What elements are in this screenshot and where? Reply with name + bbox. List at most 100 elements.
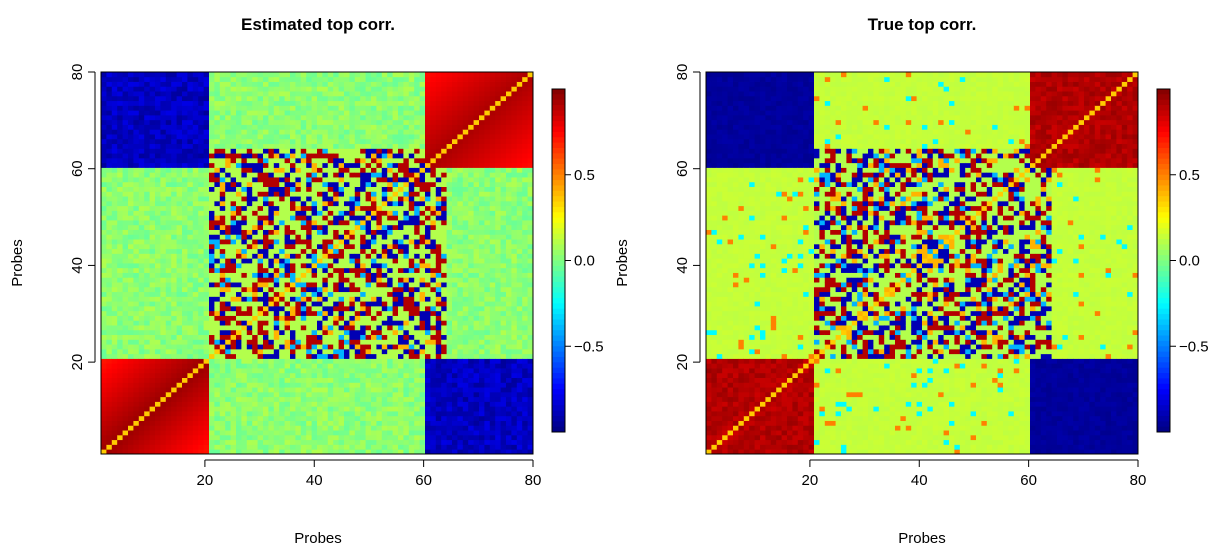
heatmap-cell xyxy=(290,220,296,226)
heatmap-cell xyxy=(128,138,134,145)
heatmap-cell xyxy=(187,210,194,216)
heatmap-cell xyxy=(101,224,107,230)
heatmap-cell xyxy=(381,191,388,197)
heatmap-cell xyxy=(349,167,356,173)
heatmap-cell xyxy=(138,296,145,302)
heatmap-cell xyxy=(327,315,334,321)
heatmap-cell xyxy=(176,100,183,106)
heatmap-cell xyxy=(327,449,334,455)
heatmap-cell xyxy=(111,81,118,87)
heatmap-cell xyxy=(101,344,107,350)
heatmap-cell xyxy=(246,382,253,388)
heatmap-cell xyxy=(365,449,372,455)
heatmap-cell xyxy=(360,401,366,407)
heatmap-cell xyxy=(117,411,123,417)
heatmap-cell xyxy=(376,186,383,192)
heatmap-cell xyxy=(290,353,296,359)
heatmap-cell xyxy=(403,148,410,154)
heatmap-cell xyxy=(360,329,366,336)
heatmap-cell xyxy=(160,196,167,202)
heatmap-cell xyxy=(279,234,285,240)
heatmap-cell xyxy=(192,267,199,273)
heatmap-cell xyxy=(387,129,393,135)
heatmap-cell xyxy=(279,420,285,426)
heatmap-cell xyxy=(425,339,431,345)
heatmap-cell xyxy=(122,157,129,164)
heatmap-cell xyxy=(322,181,329,187)
heatmap-cell xyxy=(230,396,237,402)
heatmap-cell xyxy=(349,320,356,326)
heatmap-cell xyxy=(398,119,404,125)
heatmap-cell xyxy=(317,162,323,168)
heatmap-cell xyxy=(230,224,237,230)
heatmap-cell xyxy=(349,358,356,364)
heatmap-cell xyxy=(182,205,188,211)
heatmap-cell xyxy=(182,382,188,388)
heatmap-cell xyxy=(236,444,242,450)
heatmap-cell xyxy=(111,196,118,202)
heatmap-cell xyxy=(360,157,366,164)
heatmap-cell xyxy=(225,286,231,293)
heatmap-cell xyxy=(306,191,312,197)
heatmap-cell xyxy=(241,86,248,92)
heatmap-cell xyxy=(360,110,366,116)
heatmap-cell xyxy=(155,291,161,297)
heatmap-cell xyxy=(117,234,123,240)
heatmap-cell xyxy=(387,114,393,121)
heatmap-cell xyxy=(252,119,258,125)
heatmap-cell xyxy=(403,315,410,321)
heatmap-cell xyxy=(419,372,426,378)
heatmap-cell xyxy=(430,210,437,216)
heatmap-cell xyxy=(333,95,339,102)
heatmap-cell xyxy=(133,210,140,216)
heatmap-cell xyxy=(398,153,404,159)
heatmap-cell xyxy=(398,224,404,230)
heatmap-cell xyxy=(149,210,156,216)
heatmap-cell xyxy=(344,105,350,111)
heatmap-cell xyxy=(236,196,242,202)
heatmap-cell xyxy=(198,368,204,374)
heatmap-cell xyxy=(333,291,339,297)
heatmap-cell xyxy=(133,196,140,202)
heatmap-cell xyxy=(252,172,258,178)
heatmap-cell xyxy=(214,430,221,436)
heatmap-cell xyxy=(376,329,383,336)
heatmap-cell xyxy=(403,344,410,350)
heatmap-cell xyxy=(273,391,280,398)
heatmap-cell xyxy=(257,377,264,383)
heatmap-cell xyxy=(144,325,150,331)
heatmap-cell xyxy=(349,286,356,293)
heatmap-cell xyxy=(133,81,140,87)
heatmap-cell xyxy=(408,243,415,250)
heatmap-cell xyxy=(392,387,399,393)
heatmap-cell xyxy=(101,72,107,78)
heatmap-cell xyxy=(241,138,248,145)
heatmap-cell xyxy=(246,100,253,106)
heatmap-cell xyxy=(300,296,307,302)
heatmap-cell xyxy=(365,368,372,374)
heatmap-cell xyxy=(219,434,226,441)
heatmap-cell xyxy=(435,329,442,336)
heatmap-cell xyxy=(365,220,372,226)
heatmap-cell xyxy=(268,210,275,216)
heatmap-cell xyxy=(219,105,226,111)
heatmap-cell xyxy=(252,377,258,383)
heatmap-cell xyxy=(354,406,361,412)
heatmap-cell xyxy=(430,286,437,293)
heatmap-cell xyxy=(252,406,258,412)
heatmap-cell xyxy=(425,411,431,417)
heatmap-cell xyxy=(273,220,280,226)
heatmap-cell xyxy=(117,114,123,121)
heatmap-cell xyxy=(149,439,156,445)
heatmap-cell xyxy=(300,272,307,278)
heatmap-cell xyxy=(144,105,150,111)
heatmap-cell xyxy=(360,406,366,412)
heatmap-cell xyxy=(252,200,258,207)
heatmap-cell xyxy=(371,391,377,398)
heatmap-cell xyxy=(408,110,415,116)
heatmap-cell xyxy=(425,86,431,92)
heatmap-cell xyxy=(365,167,372,173)
heatmap-cell xyxy=(246,167,253,173)
heatmap-cell xyxy=(311,401,318,407)
heatmap-cell xyxy=(430,320,437,326)
